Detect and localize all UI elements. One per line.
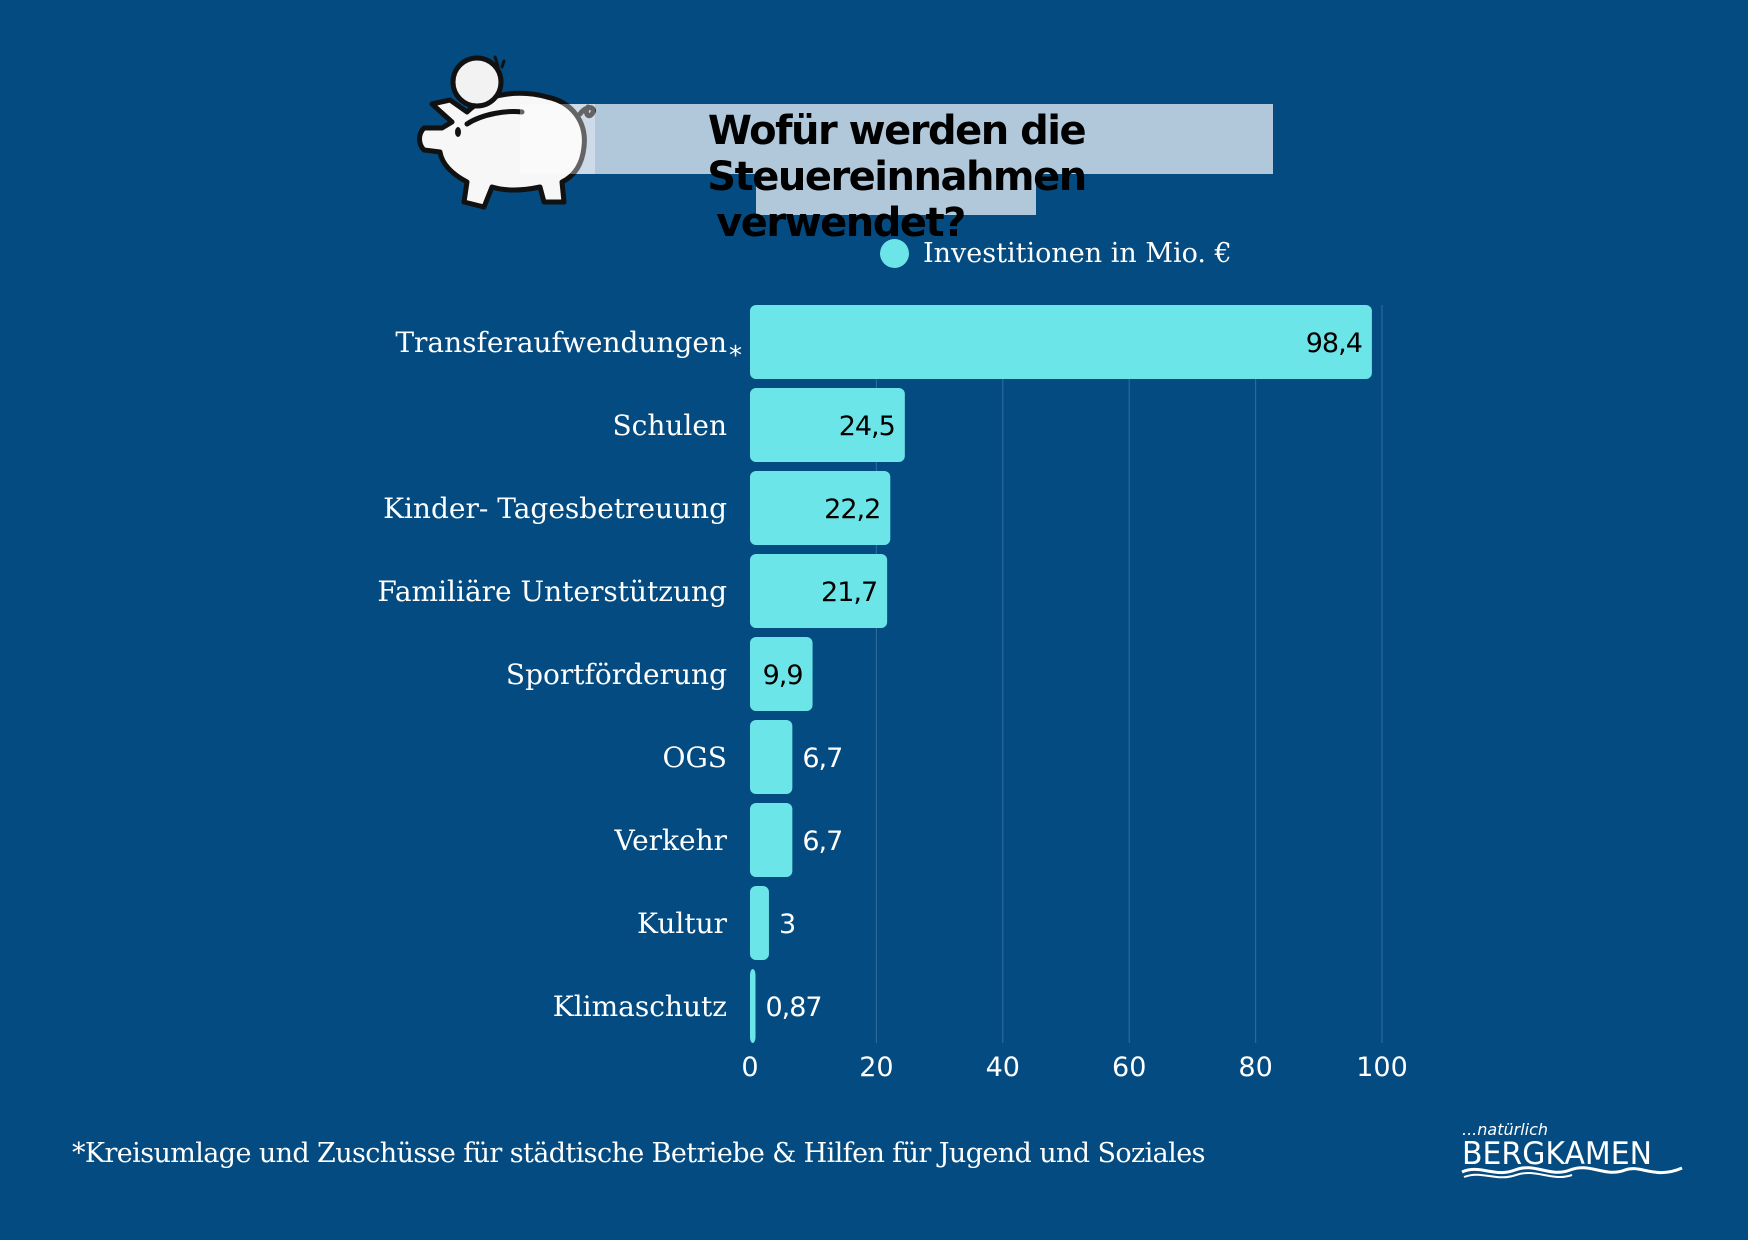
footnote-marker: * [729, 341, 742, 371]
x-tick-label: 0 [741, 1052, 758, 1083]
x-tick-label: 60 [1112, 1052, 1146, 1083]
logo-wave-icon-2 [1463, 1172, 1573, 1179]
data-label: 22,2 [824, 494, 880, 525]
data-label: 6,7 [802, 743, 842, 774]
title-background-box [520, 104, 1273, 174]
bar [750, 554, 888, 628]
bar [750, 305, 1372, 379]
footnote: *Kreisumlage und Zuschüsse für städtisch… [72, 1138, 1205, 1169]
category-label: Kultur [637, 907, 728, 940]
data-label: 9,9 [763, 660, 803, 691]
x-tick-label: 20 [859, 1052, 893, 1083]
category-label: Familiäre Unterstützung [377, 575, 727, 608]
x-tick-label: 40 [986, 1052, 1020, 1083]
category-label: Klimaschutz [553, 990, 727, 1023]
category-label: Kinder- Tagesbetreuung [383, 492, 727, 525]
category-label: Transferaufwendungen [395, 326, 727, 359]
chart-legend: Investitionen in Mio. € [880, 236, 1232, 270]
page-title: Wofür werden die Steuereinnahmen verwend… [520, 108, 1273, 246]
bar [750, 720, 793, 794]
piggy-bank-icon [417, 55, 596, 210]
title-box-overlay [520, 104, 595, 174]
title-line-1: Wofür werden die Steuereinnahmen [707, 108, 1087, 200]
x-tick-label: 100 [1356, 1052, 1408, 1083]
data-label: 6,7 [802, 826, 842, 857]
legend-label: Investitionen in Mio. € [923, 237, 1232, 269]
category-label: Schulen [613, 409, 728, 442]
bar [750, 803, 793, 877]
data-label: 0,87 [765, 992, 821, 1023]
logo-name: BERGKAMEN [1462, 1136, 1652, 1172]
logo-tagline: ...natürlich [1462, 1120, 1548, 1139]
category-label: OGS [662, 741, 727, 774]
bar [750, 388, 905, 462]
legend-marker [880, 238, 909, 268]
bar [750, 886, 769, 960]
category-label: Sportförderung [506, 658, 727, 691]
x-tick-label: 80 [1238, 1052, 1272, 1083]
title-line-2: verwendet? [716, 200, 966, 246]
data-label: 3 [779, 909, 795, 940]
bar [750, 969, 756, 1043]
data-label: 24,5 [839, 411, 895, 442]
logo-wave-icon [1461, 1166, 1683, 1175]
bergkamen-logo: ...natürlich BERGKAMEN [1461, 1120, 1683, 1179]
category-label: Verkehr [613, 824, 727, 857]
data-label: 21,7 [821, 577, 877, 608]
data-label: 98,4 [1306, 328, 1362, 359]
title-background-box-line2 [756, 170, 1036, 215]
bar [750, 637, 813, 711]
bar [750, 471, 891, 545]
